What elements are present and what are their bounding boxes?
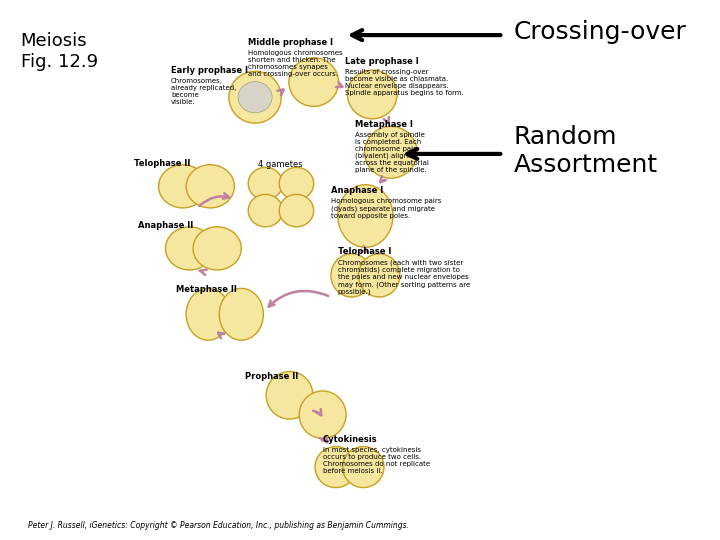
Text: Telophase II: Telophase II	[135, 159, 191, 168]
Text: Meiosis
Fig. 12.9: Meiosis Fig. 12.9	[21, 32, 98, 71]
Text: In most species, cytokinesis
occurs to produce two cells.
Chromosomes do not rep: In most species, cytokinesis occurs to p…	[323, 447, 430, 474]
Text: Assembly of spindle
is completed. Each
chromosome pair
(bivalent) aligns
across : Assembly of spindle is completed. Each c…	[355, 132, 429, 173]
Ellipse shape	[166, 227, 214, 270]
Text: Anaphase I: Anaphase I	[331, 186, 383, 195]
Text: Homologous chromosome pairs
(dyads) separate and migrate
toward opposite poles.: Homologous chromosome pairs (dyads) sepa…	[331, 198, 441, 219]
Ellipse shape	[348, 70, 397, 119]
Text: Cytokinesis: Cytokinesis	[323, 435, 377, 444]
Ellipse shape	[315, 447, 356, 488]
Text: Homologous chromosomes
shorten and thicken. The
chromosomes synapes
and crossing: Homologous chromosomes shorten and thick…	[248, 50, 343, 77]
Text: Chromosomes,
already replicated,
become
visible.: Chromosomes, already replicated, become …	[171, 78, 236, 105]
Ellipse shape	[248, 194, 283, 227]
Ellipse shape	[238, 82, 272, 113]
Text: Crossing-over: Crossing-over	[513, 21, 686, 44]
Text: Late prophase I: Late prophase I	[345, 57, 418, 66]
Ellipse shape	[300, 391, 346, 438]
Text: Random
Assortment: Random Assortment	[513, 125, 658, 177]
Text: Middle prophase I: Middle prophase I	[248, 38, 333, 47]
Text: Peter J. Russell, iGenetics: Copyright © Pearson Education, Inc., publishing as : Peter J. Russell, iGenetics: Copyright ©…	[27, 521, 408, 530]
Text: Chromosomes (each with two sister
chromatids) complete migration to
the poles an: Chromosomes (each with two sister chroma…	[338, 259, 470, 295]
Ellipse shape	[193, 227, 241, 270]
Ellipse shape	[343, 447, 384, 488]
Ellipse shape	[331, 254, 372, 297]
Ellipse shape	[338, 185, 393, 247]
Ellipse shape	[186, 165, 235, 208]
Ellipse shape	[289, 58, 338, 106]
Text: Metaphase II: Metaphase II	[176, 285, 237, 294]
Ellipse shape	[248, 167, 283, 200]
Ellipse shape	[186, 288, 230, 340]
Text: Anaphase II: Anaphase II	[138, 221, 193, 231]
Text: Results of crossing-over
become visible as chiasmata.
Nuclear envelope disappear: Results of crossing-over become visible …	[345, 69, 464, 96]
Ellipse shape	[158, 165, 207, 208]
Ellipse shape	[365, 126, 417, 178]
Text: 4 gametes: 4 gametes	[258, 160, 302, 170]
Ellipse shape	[219, 288, 264, 340]
Text: Prophase II: Prophase II	[245, 372, 298, 381]
Ellipse shape	[279, 194, 314, 227]
Ellipse shape	[266, 372, 313, 419]
Text: Metaphase I: Metaphase I	[355, 120, 413, 129]
Ellipse shape	[359, 254, 400, 297]
Text: Early prophase I: Early prophase I	[171, 66, 248, 75]
Text: Telophase I: Telophase I	[338, 247, 391, 256]
Ellipse shape	[279, 167, 314, 200]
Ellipse shape	[229, 71, 282, 123]
